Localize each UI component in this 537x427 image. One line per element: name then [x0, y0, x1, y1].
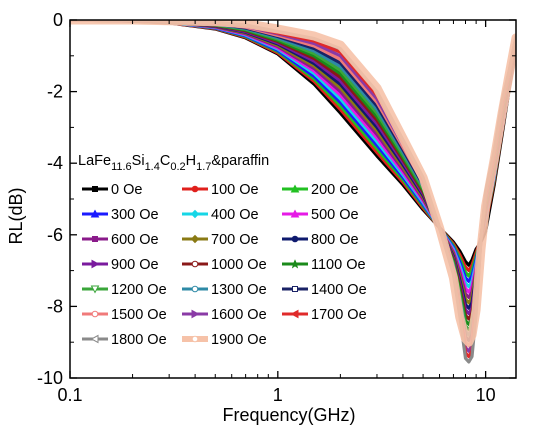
legend-label: 1200 Oe: [111, 282, 167, 298]
y-tick-label: -10: [37, 368, 63, 388]
legend-item: 300 Oe: [82, 207, 159, 223]
legend-marker: [291, 235, 299, 243]
legend-label: 100 Oe: [211, 182, 259, 198]
x-tick-label: 1: [273, 385, 283, 405]
legend-marker: [191, 285, 199, 293]
legend-item: 800 Oe: [282, 232, 359, 248]
legend-item: 1500 Oe: [82, 307, 167, 323]
legend-title-sub-1: 11.6: [111, 161, 132, 173]
legend-item: 1000 Oe: [182, 257, 267, 273]
legend-item: 1600 Oe: [182, 307, 267, 323]
legend-item: 1100 Oe: [282, 257, 366, 273]
y-axis-label: RL(dB): [6, 187, 26, 244]
legend-marker: [290, 309, 299, 319]
legend-label: 1400 Oe: [311, 282, 367, 298]
legend-marker: [92, 236, 98, 242]
legend-item: 0 Oe: [82, 182, 142, 198]
legend-marker: [90, 285, 100, 294]
legend-marker: [92, 186, 98, 192]
legend-item: 500 Oe: [282, 207, 359, 223]
y-tick-label: -2: [47, 82, 63, 102]
y-tick-label: 0: [53, 10, 63, 30]
legend-marker: [290, 184, 300, 193]
legend-label: 700 Oe: [211, 232, 259, 248]
legend-marker: [91, 259, 100, 269]
legend-label: 0 Oe: [111, 182, 142, 198]
legend-title-sub-4: 1.7: [196, 161, 211, 173]
legend-item: 100 Oe: [182, 182, 259, 198]
y-tick-label: -6: [47, 225, 63, 245]
legend-title-el-4: H: [186, 153, 196, 169]
legend-label: 300 Oe: [111, 207, 159, 223]
legend-label: 1700 Oe: [311, 307, 367, 323]
legend-marker: [191, 335, 199, 343]
legend-title: LaFe11.6Si1.4C0.2H1.7&paraffin: [78, 153, 269, 173]
legend-title-base: LaFe: [78, 153, 111, 169]
legend-title-sub-2: 1.4: [145, 161, 160, 173]
legend-marker: [91, 310, 99, 318]
axis-ticks: 0.1 1 10 0 -2 -4 -6 -8 -10: [37, 10, 516, 405]
legend-marker: [191, 260, 199, 268]
legend-marker: [292, 286, 298, 292]
legend-marker: [90, 334, 99, 344]
legend-marker: [90, 209, 100, 218]
legend-label: 1900 Oe: [211, 332, 267, 348]
legend-item: 1900 Oe: [182, 332, 267, 348]
legend-item: 1200 Oe: [82, 282, 167, 298]
legend-label: 1500 Oe: [111, 307, 167, 323]
legend-item: 1800 Oe: [82, 332, 167, 348]
y-tick-label: -4: [47, 153, 63, 173]
legend-label: 400 Oe: [211, 207, 259, 223]
legend-label: 800 Oe: [311, 232, 359, 248]
legend-item: 200 Oe: [282, 182, 359, 198]
legend-label: 1300 Oe: [211, 282, 267, 298]
legend-label: 1800 Oe: [111, 332, 167, 348]
legend-marker: [190, 234, 200, 244]
legend-item: 1300 Oe: [182, 282, 267, 298]
legend-item: 600 Oe: [82, 232, 159, 248]
legend: 0 Oe 100 Oe 200 Oe 300 Oe 400 Oe 500 Oe 600 Oe…: [82, 182, 367, 348]
legend-item: 1700 Oe: [282, 307, 367, 323]
series-layer: [70, 20, 516, 364]
y-tick-label: -8: [47, 296, 63, 316]
legend-label: 1000 Oe: [211, 257, 267, 273]
x-axis-label: Frequency(GHz): [222, 405, 355, 425]
legend-item: 400 Oe: [182, 207, 259, 223]
legend-marker: [190, 209, 200, 219]
x-tick-label: 0.1: [57, 385, 82, 405]
legend-marker: [290, 259, 300, 269]
legend-label: 600 Oe: [111, 232, 159, 248]
legend-title-el-3: C: [160, 153, 170, 169]
legend-marker: [191, 309, 200, 319]
legend-item: 1400 Oe: [282, 282, 367, 298]
legend-label: 1100 Oe: [311, 257, 366, 273]
legend-title-el-2: Si: [132, 153, 145, 169]
legend-label: 900 Oe: [111, 257, 159, 273]
legend-title-suffix: &paraffin: [211, 153, 269, 169]
legend-marker: [191, 185, 199, 193]
legend-label: 200 Oe: [311, 182, 359, 198]
plot-frame: [69, 19, 517, 379]
legend-item: 700 Oe: [182, 232, 259, 248]
legend-item: 900 Oe: [82, 257, 159, 273]
series-line-1900-oe: [70, 20, 516, 347]
x-tick-label: 10: [476, 385, 496, 405]
legend-label: 1600 Oe: [211, 307, 267, 323]
legend-marker: [290, 209, 300, 218]
legend-label: 500 Oe: [311, 207, 359, 223]
legend-title-sub-3: 0.2: [170, 161, 185, 173]
